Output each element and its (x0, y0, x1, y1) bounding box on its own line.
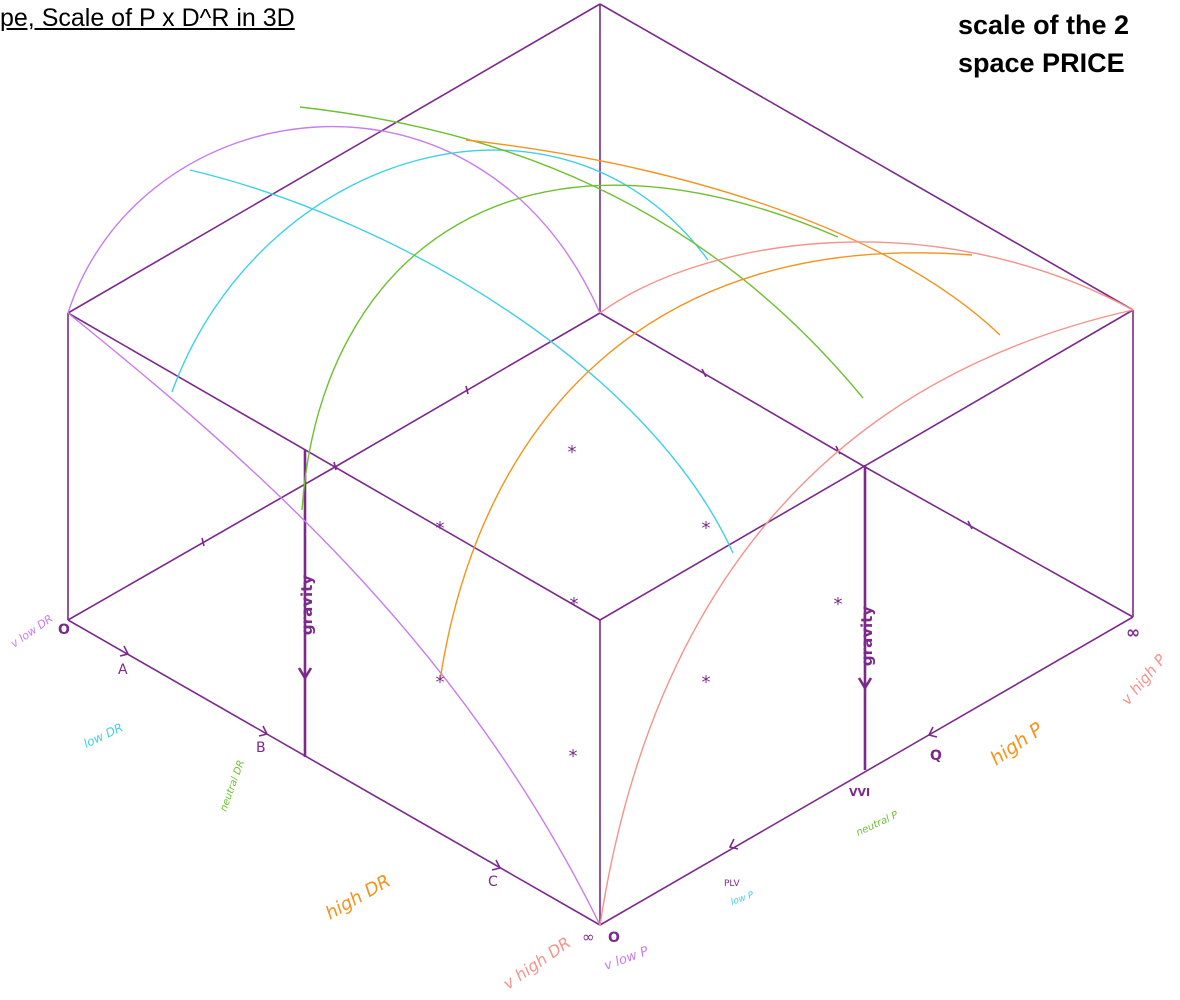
axis-letter-c: C (488, 874, 498, 890)
curve-neutral-arch (301, 184, 839, 511)
tick-b (258, 725, 269, 737)
tick-c (491, 859, 502, 871)
tick-right-back (967, 520, 973, 530)
star-5: * (834, 594, 843, 615)
p-label-high: high P (986, 718, 1047, 770)
p-label-low: low P (730, 890, 756, 908)
tick-marks (119, 368, 973, 871)
bottom-p-axis (599, 616, 1134, 926)
axis-letter-a: A (118, 662, 128, 678)
bottom-dr-axis (67, 619, 601, 926)
side-title: scale of the 2 space PRICE (958, 6, 1180, 82)
star-4: * (570, 594, 579, 615)
side-title-line-2: space PRICE (958, 48, 1125, 78)
tick-mid-right-end (835, 445, 841, 455)
top-front-right-edge (599, 309, 1134, 621)
dr-labels: v low DR low DR neutral DR high DR v hig… (8, 612, 574, 993)
origin-zero-left: O (58, 622, 70, 638)
cube-frame (67, 3, 1134, 926)
tick-a (119, 645, 130, 657)
gravity-arrow-left (297, 667, 313, 681)
stars: * * * * * * * * (436, 442, 843, 767)
curve-v-low-top (67, 125, 601, 314)
curve-high-dr (465, 139, 1001, 336)
tick-q (927, 726, 938, 738)
curve-v-high-descent (599, 309, 1134, 926)
tick-plv (728, 838, 739, 850)
dr-label-v-low: v low DR (8, 612, 55, 650)
bottom-left-back-edge (67, 466, 336, 621)
origin-zero-center: O (608, 930, 620, 946)
curve-high-arch (439, 252, 973, 681)
p-label-v-low: v low P (602, 944, 651, 974)
tick-mid-right (701, 368, 707, 378)
curve-neutral-dr (299, 106, 864, 399)
curve-v-low-descent (67, 312, 601, 926)
star-3: * (702, 518, 711, 539)
star-6: * (436, 672, 445, 693)
gravity-labels: gravity gravity (298, 575, 876, 666)
axis-letter-q: Q (930, 748, 942, 764)
axis-letters: A B C Q O O ∞ ∞ PLV VVI (58, 622, 1140, 946)
curves (67, 106, 1134, 926)
gravity-arrow-right (857, 677, 873, 691)
p-labels: v low P low P neutral P high P v high P (602, 650, 1170, 974)
top-front-left-edge (67, 312, 601, 621)
tick-mid-left-end (333, 461, 337, 471)
star-2: * (436, 518, 445, 539)
tick-mid-left (465, 385, 469, 395)
tick-left-back (201, 537, 205, 547)
dr-label-low: low DR (81, 720, 125, 750)
star-8: * (569, 746, 578, 767)
axis-text-vvi: VVI (849, 786, 870, 799)
p-label-neutral: neutral P (855, 809, 901, 838)
star-7: * (702, 672, 711, 693)
curve-v-high-top (599, 241, 1134, 314)
origin-inf-right: ∞ (1126, 623, 1140, 643)
top-back-left-edge (67, 3, 601, 314)
dr-label-neutral: neutral DR (218, 759, 247, 813)
page-title: pe, Scale of P x D^R in 3D (0, 4, 295, 32)
gravity-bars (297, 450, 873, 770)
axis-letter-b: B (256, 740, 266, 756)
origin-inf-center: ∞ (582, 928, 595, 946)
top-back-right-edge (599, 3, 1134, 311)
curve-low-dr (189, 169, 734, 554)
curve-low-arch (171, 149, 709, 393)
dr-label-v-high: v high DR (499, 933, 574, 993)
gravity-label-left: gravity (298, 575, 316, 635)
bottom-right-back-edge (864, 466, 1134, 618)
star-1: * (568, 442, 577, 463)
gravity-label-right: gravity (858, 606, 876, 666)
axis-text-plv: PLV (724, 879, 740, 889)
side-title-line-1: scale of the 2 (958, 10, 1130, 40)
p-label-v-high: v high P (1117, 650, 1170, 708)
dr-label-high: high DR (322, 870, 394, 924)
mid-plane-right-edge (599, 312, 866, 468)
